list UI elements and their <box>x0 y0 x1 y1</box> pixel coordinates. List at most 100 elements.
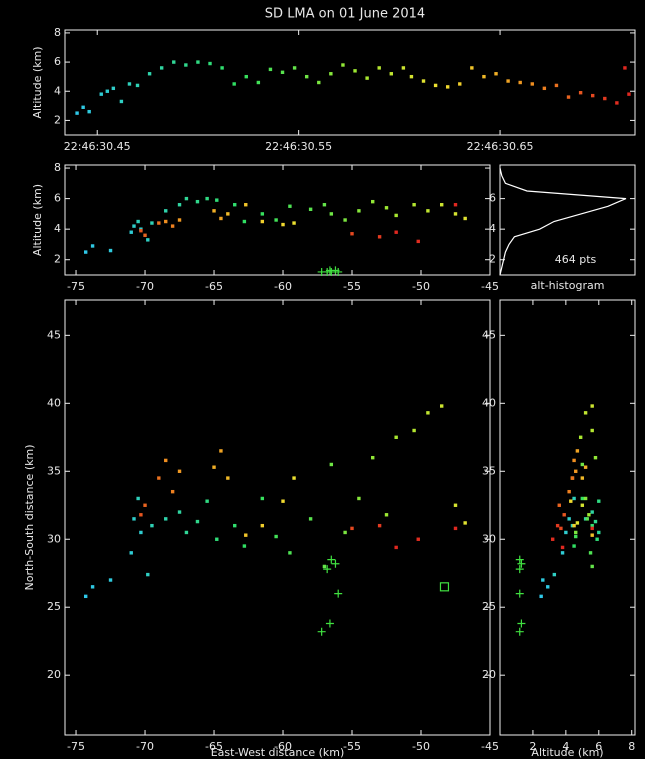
source-point <box>159 66 164 70</box>
source-point <box>292 476 296 480</box>
source-point <box>595 537 599 541</box>
source-point <box>453 212 458 216</box>
source-point <box>583 411 588 415</box>
source-point <box>136 219 140 224</box>
source-point <box>146 238 150 242</box>
source-point <box>164 209 168 213</box>
x-tick-label: 4 <box>562 740 569 753</box>
source-point <box>195 199 200 204</box>
ground-marker <box>325 266 334 275</box>
source-point <box>108 248 113 253</box>
source-point <box>580 462 585 467</box>
ground-marker <box>317 267 326 276</box>
source-point <box>288 551 292 555</box>
source-point <box>260 523 265 528</box>
source-point <box>539 594 543 599</box>
y-tick-label: 20 <box>47 668 61 681</box>
plot-frame <box>64 164 491 276</box>
x-tick-label: 2 <box>529 740 536 753</box>
source-point <box>458 82 462 86</box>
source-point <box>597 530 601 535</box>
source-point <box>557 503 561 507</box>
source-point <box>590 523 594 528</box>
source-point <box>593 455 598 460</box>
source-point <box>129 230 133 234</box>
x-tick-label: -50 <box>412 740 430 753</box>
histogram-annotation: 464 pts <box>555 253 597 266</box>
source-point <box>590 526 594 531</box>
y-tick-label: 6 <box>489 192 496 205</box>
x-tick-label: 22:46:30.45 <box>64 140 131 153</box>
x-axis-label: East-West distance (km) <box>211 746 345 759</box>
plot-frame <box>499 299 636 736</box>
y-tick-label: 20 <box>482 668 496 681</box>
y-tick-label: 40 <box>482 396 496 409</box>
source-point <box>569 499 573 503</box>
source-point <box>274 218 278 222</box>
source-point <box>177 203 182 207</box>
source-point <box>350 232 354 236</box>
source-point <box>421 79 426 83</box>
ground-marker <box>323 565 332 574</box>
source-point <box>322 564 327 569</box>
plot-frame <box>64 29 636 136</box>
source-point <box>575 521 580 525</box>
source-point <box>219 216 223 221</box>
source-point <box>233 203 237 207</box>
source-point <box>150 221 154 225</box>
source-point <box>365 76 369 80</box>
source-point <box>445 85 450 89</box>
source-point <box>384 206 389 210</box>
source-point <box>157 221 161 225</box>
x-tick-label: 22:46:30.65 <box>467 140 534 153</box>
source-point <box>292 221 296 225</box>
source-point <box>560 545 565 550</box>
source-point <box>371 199 375 204</box>
source-point <box>580 496 585 501</box>
source-point <box>590 428 594 433</box>
x-tick-label: -70 <box>136 280 154 293</box>
source-point <box>196 60 200 64</box>
plot-frame <box>499 164 636 276</box>
source-point <box>470 66 474 70</box>
source-point <box>184 196 189 201</box>
source-point <box>615 101 619 105</box>
source-point <box>590 533 594 537</box>
source-point <box>242 219 247 224</box>
y-tick-label: 2 <box>54 253 61 266</box>
source-point <box>220 66 224 70</box>
source-point <box>75 111 79 115</box>
source-point <box>409 74 414 79</box>
source-point <box>554 83 559 88</box>
source-point <box>329 212 334 216</box>
source-point <box>292 66 297 70</box>
source-point <box>143 503 147 507</box>
source-point <box>578 91 583 95</box>
source-point <box>350 526 354 531</box>
source-point <box>587 513 591 517</box>
source-point <box>164 458 168 463</box>
source-point <box>195 519 200 524</box>
y-axis-label: North-South distance (km) <box>23 445 36 591</box>
source-point <box>184 530 189 535</box>
y-tick-label: 8 <box>54 161 61 174</box>
y-tick-label: 6 <box>54 192 61 205</box>
source-point <box>343 218 347 222</box>
source-point <box>353 69 357 73</box>
y-tick-label: 2 <box>489 253 496 266</box>
y-tick-label: 45 <box>47 328 61 341</box>
source-point <box>541 578 545 582</box>
x-tick-label: -60 <box>274 740 292 753</box>
source-point <box>394 213 398 218</box>
ground-marker <box>331 559 340 568</box>
source-point <box>564 530 568 535</box>
y-tick-label: 4 <box>489 222 496 235</box>
source-point <box>567 489 571 494</box>
ground-marker <box>317 627 326 636</box>
source-point <box>177 218 182 222</box>
source-point <box>260 496 265 501</box>
x-tick-label: 22:46:30.55 <box>265 140 332 153</box>
ground-marker <box>515 555 524 564</box>
x-tick-label: -55 <box>343 280 361 293</box>
source-point <box>555 523 560 528</box>
